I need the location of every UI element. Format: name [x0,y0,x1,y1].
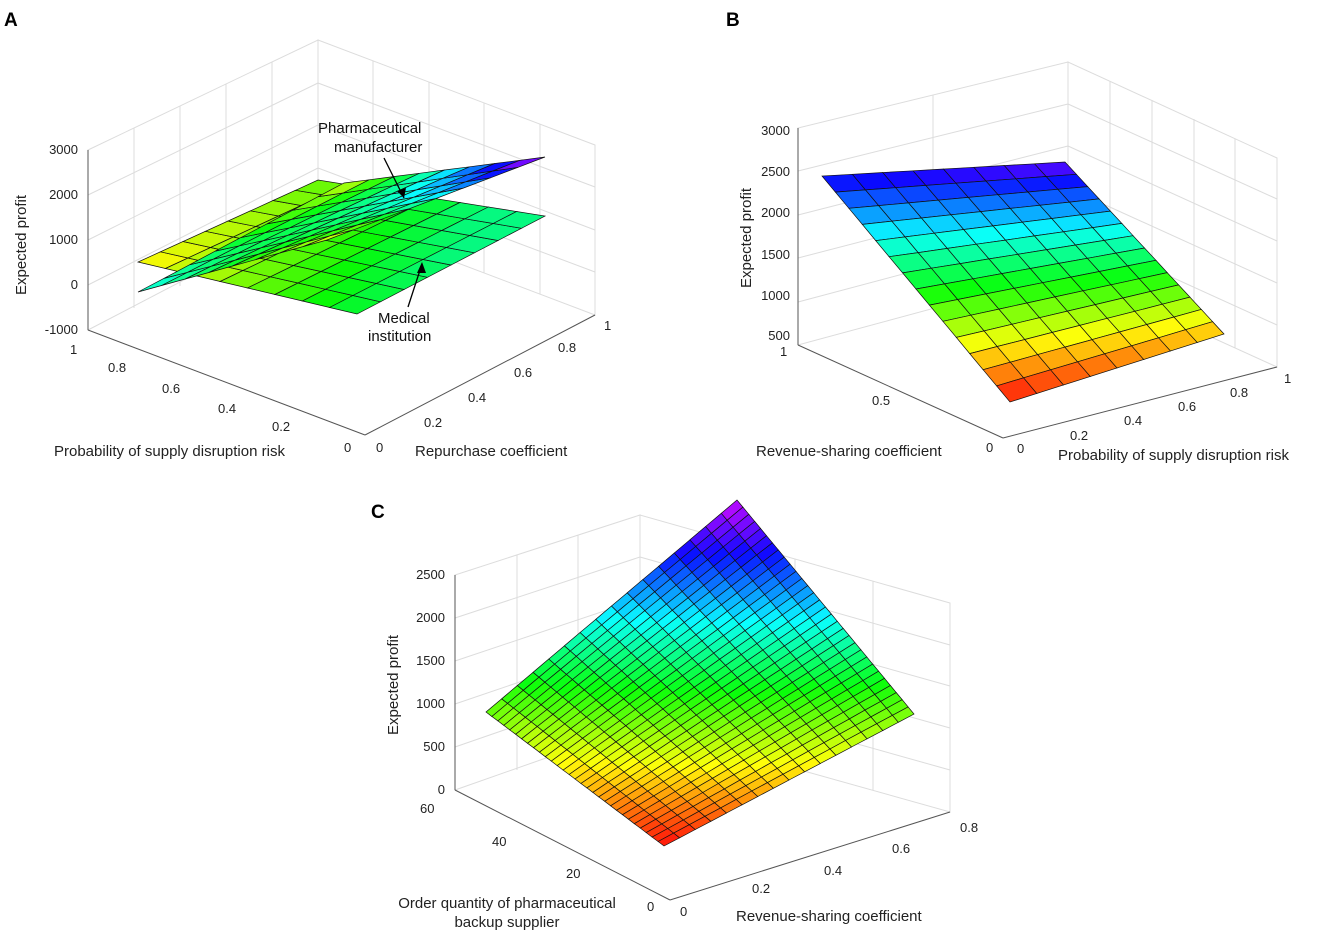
panel-c-ztick: 1500 [416,653,445,668]
panel-c-xlabel-line1: Order quantity of pharmaceutical [398,895,616,912]
panel-a-xtick: 0.6 [162,381,180,396]
panel-b-xtick: 1 [780,344,787,359]
panel-b-ztick: 1500 [761,247,790,262]
panel-a-xtick: 1 [70,342,77,357]
panel-a-ztick: 0 [71,277,78,292]
panel-a-y-axis [364,314,596,436]
panel-label-b: B [726,10,740,31]
panel-c-xtick: 60 [420,801,434,816]
panel-b-ztick: 500 [768,328,790,343]
surface-cell [891,706,915,723]
annotation-institution: institution [368,328,431,345]
surface-cell-pharmaceutical-manufacturer [492,156,546,172]
annotation-manufacturer: manufacturer [334,139,422,156]
panel-b-x-axis [797,344,1004,439]
panel-c-ylabel: Revenue-sharing coefficient [736,908,923,925]
panel-a: A -1000 0 1000 2000 [4,10,611,460]
panel-c-xtick: 40 [492,834,506,849]
panel-a-ytick: 0.2 [424,415,442,430]
panel-c-x-axis [454,789,671,901]
panel-b: B 500 1000 1500 2000 2500 3000 1 [726,10,1291,464]
panel-a-ytick: 0.8 [558,340,576,355]
annotation-arrowhead-manufacturer [397,188,406,198]
panel-b-ztick: 1000 [761,288,790,303]
panel-b-ytick: 1 [1284,371,1291,386]
panel-b-xtick: 0.5 [872,393,890,408]
panel-c-ztick: 1000 [416,696,445,711]
panel-c-surface [485,499,915,847]
surface-cell-medical-institution [492,211,547,229]
panel-a-ytick: 0 [376,440,383,455]
panel-a-right-wall [317,39,596,316]
panel-b-ytick: 0.6 [1178,399,1196,414]
panel-b-ytick: 0 [1017,441,1024,456]
panel-c-ytick: 0.2 [752,881,770,896]
panel-a-ylabel: Repurchase coefficient [415,443,568,460]
panel-label-a: A [4,10,18,31]
panel-b-zlabel: Expected profit [738,187,755,288]
panel-c-ytick: 0.4 [824,863,842,878]
panel-b-surface [821,161,1225,403]
panel-a-xtick: 0 [344,440,351,455]
panel-c-ytick: 0 [680,904,687,919]
panel-a-ztick: 1000 [49,232,78,247]
panel-c-ytick: 0.6 [892,841,910,856]
panel-a-ytick: 0.4 [468,390,486,405]
panel-a-ytick: 1 [604,318,611,333]
panel-b-y-axis [1002,366,1278,439]
annotation-pharmaceutical: Pharmaceutical [318,120,421,137]
panel-c-y-axis [669,811,951,901]
panel-c-ztick: 0 [438,782,445,797]
panel-a-xtick: 0.4 [218,401,236,416]
panel-b-xtick: 0 [986,440,993,455]
panel-c-ztick: 2000 [416,610,445,625]
panel-a-zlabel: Expected profit [13,194,30,295]
panel-c-xtick: 0 [647,899,654,914]
panel-b-ytick: 0.8 [1230,385,1248,400]
panel-a-ytick: 0.6 [514,365,532,380]
panel-a-xlabel: Probability of supply disruption risk [54,443,285,460]
panel-label-c: C [371,502,385,523]
annotation-arrowhead-medical [417,262,426,273]
panel-c-ztick: 2500 [416,567,445,582]
panel-a-x-axis [87,329,366,436]
panel-a-ztick: 2000 [49,187,78,202]
panel-b-xlabel: Revenue-sharing coefficient [756,443,943,460]
panel-c-zlabel: Expected profit [385,634,402,735]
panel-c-xtick: 20 [566,866,580,881]
panel-c-ytick: 0.8 [960,820,978,835]
panel-a-xtick: 0.8 [108,360,126,375]
panel-b-ytick: 0.4 [1124,413,1142,428]
panel-c-ztick: 500 [423,739,445,754]
panel-b-ztick: 3000 [761,123,790,138]
panel-b-ztick: 2000 [761,205,790,220]
panel-c: C 0 500 1000 1500 2000 2500 60 40 [371,499,978,931]
panel-b-ztick: 2500 [761,164,790,179]
panel-a-ztick: -1000 [45,322,78,337]
panel-b-ylabel: Probability of supply disruption risk [1058,447,1289,464]
panel-a-ztick: 3000 [49,142,78,157]
panel-a-xtick: 0.2 [272,419,290,434]
surface-cell [1184,321,1225,343]
panel-b-ytick: 0.2 [1070,428,1088,443]
panel-c-xlabel-line2: backup supplier [454,914,559,931]
annotation-medical: Medical [378,310,430,327]
